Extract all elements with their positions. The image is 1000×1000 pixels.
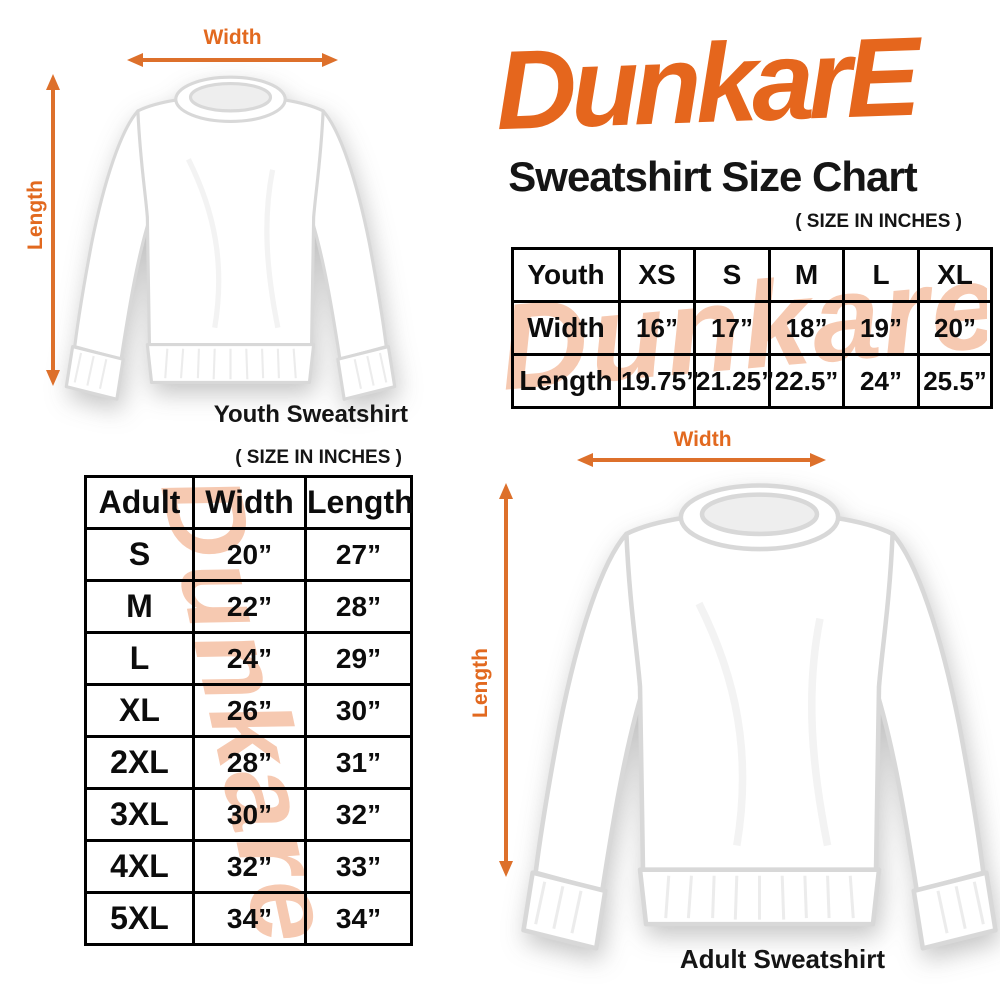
value-cell: 20” <box>192 527 307 582</box>
value-cell: 19” <box>842 300 920 356</box>
value-cell: 30” <box>192 787 307 842</box>
value-cell: 29” <box>304 631 413 686</box>
value-cell: 34” <box>192 891 307 946</box>
row-label-cell: 4XL <box>84 839 195 894</box>
adult-width-arrow <box>577 453 826 467</box>
value-cell: 27” <box>304 527 413 582</box>
value-cell: 24” <box>842 353 920 409</box>
value-cell: 20” <box>917 300 993 356</box>
youth-sweatshirt-image <box>20 33 441 454</box>
row-label-cell: Length <box>511 353 621 409</box>
value-cell: 30” <box>304 683 413 738</box>
value-cell: 31” <box>304 735 413 790</box>
header-cell: Adult <box>84 475 195 530</box>
value-cell: 26” <box>192 683 307 738</box>
adult-size-table: Adult Width Length S 20” 27” M 22” 28” L 24” 29” XL 2… <box>84 475 414 946</box>
header-cell: Length <box>304 475 414 530</box>
table-row: 3XL 30” 32” <box>84 787 413 842</box>
value-cell: 32” <box>304 787 413 842</box>
table-header-row: Adult Width Length <box>84 475 414 530</box>
table-row: Length 19.75” 21.25” 22.5” 24” 25.5” <box>511 353 993 409</box>
youth-length-arrow <box>46 74 60 386</box>
adult-width-label: Width <box>673 428 732 451</box>
header-cell: L <box>842 247 920 303</box>
adult-length-label: Length <box>469 648 492 718</box>
adult-sweatshirt-image <box>457 422 1000 1000</box>
row-label-cell: 2XL <box>84 735 195 790</box>
table-row: L 24” 29” <box>84 631 413 686</box>
header-cell: XL <box>917 247 993 303</box>
row-label-cell: L <box>84 631 195 686</box>
table-row: 2XL 28” 31” <box>84 735 413 790</box>
table-row: Width 16” 17” 18” 19” 20” <box>511 300 993 356</box>
page-title: Sweatshirt Size Chart <box>508 153 917 200</box>
row-label-cell: S <box>84 527 195 582</box>
adult-length-arrow <box>499 483 513 877</box>
youth-width-arrow <box>127 53 338 67</box>
value-cell: 25.5” <box>917 353 993 409</box>
table-row: M 22” 28” <box>84 579 413 634</box>
row-label-cell: M <box>84 579 195 634</box>
brand-logo: DunkarE <box>493 13 917 154</box>
value-cell: 16” <box>618 300 696 356</box>
youth-width-label: Width <box>203 26 262 49</box>
header-cell: Width <box>192 475 307 530</box>
header-cell: M <box>768 247 845 303</box>
table-row: S 20” 27” <box>84 527 413 582</box>
header-cell: Youth <box>511 247 621 303</box>
value-cell: 19.75” <box>618 353 699 409</box>
value-cell: 32” <box>192 839 307 894</box>
row-label-cell: 3XL <box>84 787 195 842</box>
value-cell: 22.5” <box>768 353 845 409</box>
table-row: 5XL 34” 34” <box>84 891 413 946</box>
adult-caption: Adult Sweatshirt <box>679 944 885 974</box>
table-row: 4XL 32” 33” <box>84 839 413 894</box>
youth-caption: Youth Sweatshirt <box>213 401 408 428</box>
header-cell: S <box>693 247 771 303</box>
row-label-cell: Width <box>511 300 621 356</box>
size-note-top: ( SIZE IN INCHES ) <box>795 211 962 232</box>
row-label-cell: XL <box>84 683 195 738</box>
value-cell: 18” <box>768 300 845 356</box>
value-cell: 24” <box>192 631 307 686</box>
table-row: XL 26” 30” <box>84 683 413 738</box>
youth-size-table: Youth XS S M L XL Width 16” 17” 18” 19” 20” Length 19… <box>511 247 993 409</box>
row-label-cell: 5XL <box>84 891 195 946</box>
value-cell: 34” <box>304 891 413 946</box>
value-cell: 22” <box>192 579 307 634</box>
size-note-adult: ( SIZE IN INCHES ) <box>235 447 402 468</box>
value-cell: 21.25” <box>693 353 774 409</box>
value-cell: 33” <box>304 839 413 894</box>
header-cell: XS <box>618 247 696 303</box>
table-header-row: Youth XS S M L XL <box>511 247 993 303</box>
value-cell: 28” <box>192 735 307 790</box>
value-cell: 17” <box>693 300 771 356</box>
value-cell: 28” <box>304 579 413 634</box>
